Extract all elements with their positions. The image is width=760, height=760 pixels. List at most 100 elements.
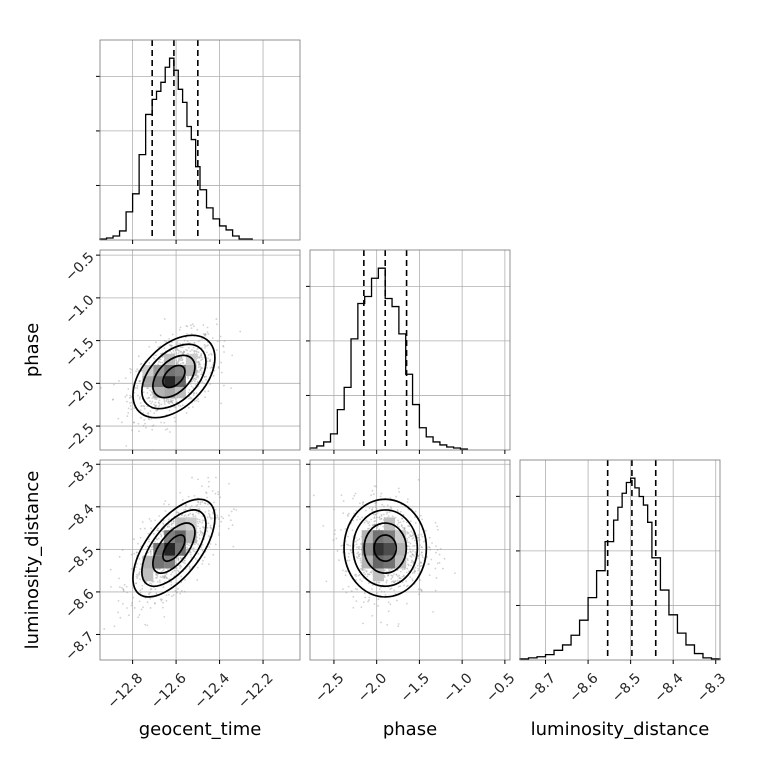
sample-point — [206, 366, 209, 369]
sample-point — [198, 537, 201, 540]
sample-point — [135, 370, 138, 373]
sample-point — [200, 367, 202, 370]
sample-point — [365, 570, 368, 573]
sample-point — [145, 426, 147, 429]
sample-point — [212, 553, 215, 556]
sample-point — [171, 401, 174, 404]
sample-point — [161, 361, 164, 364]
sample-point — [209, 516, 212, 519]
sample-point — [376, 592, 378, 594]
sample-point — [417, 555, 420, 558]
sample-point — [189, 544, 192, 547]
sample-point — [395, 573, 398, 576]
sample-point — [179, 564, 182, 567]
sample-point — [358, 546, 361, 548]
y-tick-label: −0.5 — [62, 249, 97, 284]
sample-point — [403, 528, 406, 531]
sample-point — [146, 624, 149, 627]
sample-point — [402, 520, 405, 523]
sample-point — [207, 333, 210, 335]
sample-point — [391, 576, 394, 579]
sample-point — [198, 356, 201, 359]
sample-point — [140, 416, 142, 419]
sample-point — [170, 573, 173, 576]
sample-point — [138, 613, 141, 616]
sample-point — [213, 369, 216, 372]
sample-point — [129, 405, 132, 407]
sample-point — [344, 570, 347, 573]
sample-point — [420, 533, 423, 536]
sample-point — [397, 519, 400, 522]
sample-point — [348, 552, 350, 555]
sample-point — [206, 360, 209, 363]
sample-point — [148, 517, 151, 520]
sample-point — [195, 511, 198, 513]
sample-point — [171, 526, 173, 529]
sample-point — [368, 521, 371, 523]
sample-point — [356, 588, 359, 591]
sample-point — [177, 357, 180, 360]
contour-level — [162, 534, 186, 563]
density-cell — [164, 376, 175, 388]
sample-point — [355, 575, 358, 578]
sample-point — [159, 575, 162, 578]
sample-point — [202, 333, 205, 335]
sample-point — [190, 397, 193, 400]
sample-point — [139, 527, 142, 530]
sample-point — [158, 515, 161, 517]
sample-point — [196, 381, 199, 383]
sample-point — [419, 544, 422, 547]
sample-point — [177, 360, 180, 363]
sample-point — [409, 555, 412, 558]
density-cell — [185, 353, 197, 365]
sample-point — [230, 387, 232, 390]
sample-point — [157, 360, 160, 363]
sample-point — [389, 568, 392, 571]
sample-point — [195, 352, 198, 355]
sample-point — [136, 387, 139, 390]
sample-point — [443, 557, 446, 560]
sample-point — [186, 332, 188, 335]
sample-point — [127, 412, 130, 414]
sample-point — [162, 586, 165, 589]
sample-point — [150, 553, 152, 555]
sample-point — [151, 391, 154, 394]
sample-point — [434, 567, 437, 570]
density-cell — [372, 542, 384, 556]
sample-point — [199, 527, 201, 530]
sample-point — [139, 379, 142, 382]
sample-point — [187, 495, 190, 498]
sample-point — [210, 517, 212, 520]
sample-point — [428, 563, 430, 566]
sample-point — [171, 344, 174, 347]
sample-point — [416, 564, 419, 567]
sample-point — [193, 495, 196, 497]
sample-point — [146, 397, 149, 400]
sample-point — [163, 615, 166, 618]
sample-point — [414, 570, 417, 573]
sample-point — [195, 399, 198, 402]
sample-point — [416, 536, 419, 539]
sample-point — [218, 518, 220, 521]
sample-point — [377, 581, 380, 584]
sample-point — [410, 551, 413, 554]
sample-point — [163, 403, 166, 405]
sample-point — [373, 517, 376, 519]
sample-point — [398, 490, 401, 493]
sample-point — [414, 553, 417, 556]
sample-point — [159, 598, 162, 601]
sample-point — [387, 515, 390, 518]
sample-point — [208, 515, 211, 518]
sample-point — [139, 402, 142, 404]
sample-point — [207, 357, 209, 360]
sample-point — [215, 349, 218, 352]
sample-point — [154, 540, 156, 543]
sample-point — [411, 553, 414, 556]
sample-point — [125, 444, 128, 447]
sample-point — [392, 581, 395, 584]
sample-point — [366, 520, 369, 523]
sample-point — [160, 403, 163, 406]
sample-point — [192, 346, 195, 349]
sample-point — [349, 549, 352, 552]
sample-point — [414, 566, 417, 569]
